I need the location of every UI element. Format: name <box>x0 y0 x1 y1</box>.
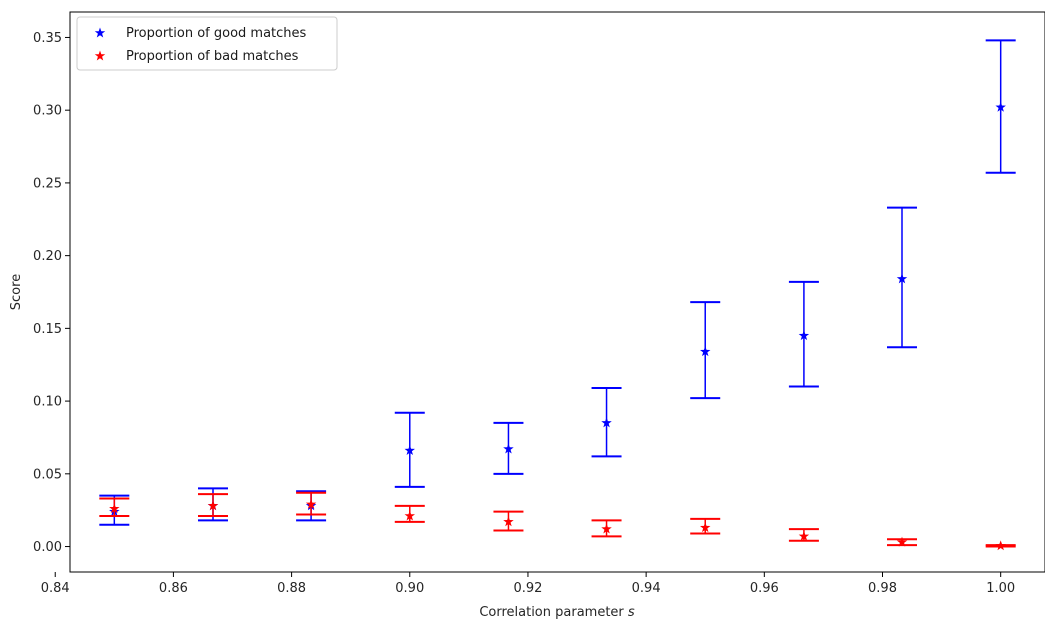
data-point <box>798 330 810 341</box>
y-tick-label: 0.30 <box>33 104 62 119</box>
y-tick-label: 0.35 <box>33 31 62 46</box>
series-layer <box>99 39 1016 551</box>
data-point <box>404 510 415 521</box>
plot-area <box>69 11 1045 573</box>
data-point <box>207 500 219 511</box>
data-point <box>896 273 908 284</box>
data-point <box>503 516 514 527</box>
y-tick-label: 0.00 <box>33 540 62 555</box>
x-axis-ticks: 0.84 0.86 0.88 0.90 0.92 0.94 0.96 0.98 1.00 <box>41 572 1015 596</box>
legend-label-good: Proportion of good matches <box>126 26 307 41</box>
series-1 <box>99 491 1016 551</box>
legend-star-icon <box>94 50 106 61</box>
data-point <box>896 536 908 547</box>
legend-label-bad: Proportion of bad matches <box>126 49 299 64</box>
y-axis-label: Score <box>9 274 24 310</box>
legend-box <box>76 16 338 71</box>
data-point <box>601 417 612 428</box>
x-axis-label-text: Correlation parameter <box>479 605 628 620</box>
x-tick-label: 0.94 <box>632 581 661 596</box>
data-point <box>305 498 317 509</box>
x-tick-label: 0.92 <box>513 581 542 596</box>
x-tick-label: 0.86 <box>159 581 188 596</box>
x-tick-label: 0.84 <box>41 581 70 596</box>
x-tick-label: 0.96 <box>750 581 779 596</box>
legend: Proportion of good matches Proportion of… <box>76 16 338 71</box>
y-tick-label: 0.15 <box>33 322 62 337</box>
data-point <box>601 523 612 534</box>
data-point <box>700 346 711 357</box>
data-point <box>995 101 1006 112</box>
x-axis-label: Correlation parameter s <box>479 605 635 620</box>
legend-marker-bad <box>94 50 106 61</box>
y-tick-label: 0.25 <box>33 176 62 191</box>
legend-star-icon <box>94 27 106 38</box>
x-tick-label: 1.00 <box>986 581 1015 596</box>
data-point <box>404 445 415 455</box>
x-tick-label: 0.90 <box>395 581 424 596</box>
y-tick-label: 0.05 <box>33 467 62 482</box>
y-tick-label: 0.20 <box>33 249 62 264</box>
data-point <box>798 530 810 541</box>
x-tick-label: 0.88 <box>277 581 306 596</box>
data-point <box>995 540 1006 551</box>
data-point <box>503 443 514 454</box>
data-point <box>700 522 711 533</box>
x-tick-label: 0.98 <box>868 581 897 596</box>
x-axis-label-variable: s <box>628 605 635 620</box>
data-point <box>109 503 120 514</box>
legend-marker-good <box>94 27 106 38</box>
y-tick-label: 0.10 <box>33 395 62 410</box>
y-axis-ticks: 0.00 0.05 0.10 0.15 0.20 0.25 0.30 0.35 <box>33 31 70 555</box>
